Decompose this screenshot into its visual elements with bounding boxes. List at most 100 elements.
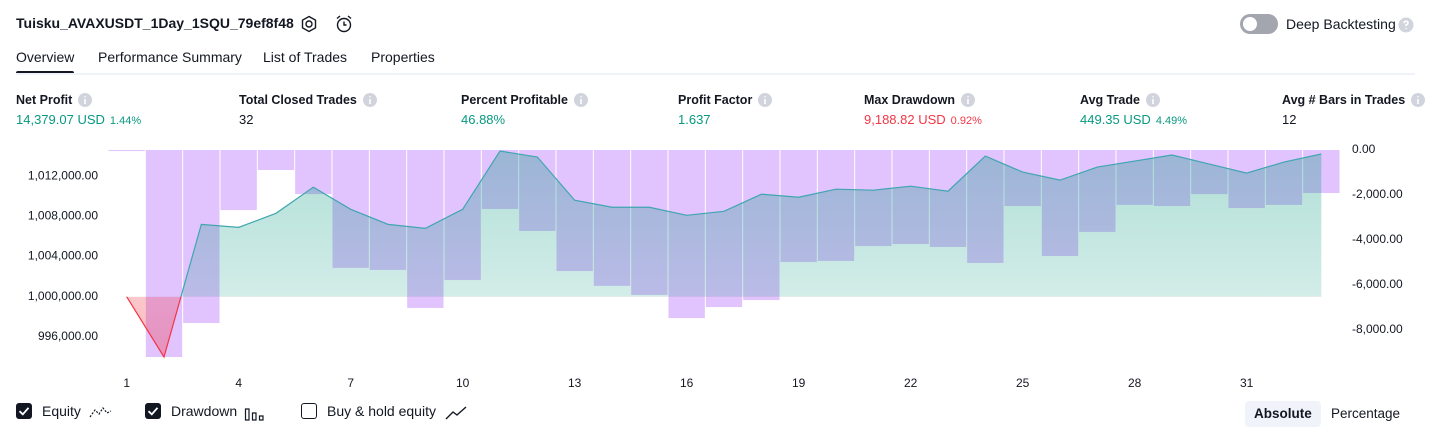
metric: Total Closed Trades 32 — [239, 93, 377, 127]
y2-tick-label: -4,000.00 — [1352, 232, 1403, 246]
metric-label: Profit Factor — [678, 93, 753, 107]
metric-value: 14,379.07 USD — [16, 112, 105, 127]
metric: Avg Trade 449.35 USD 4.49% — [1080, 93, 1187, 127]
strategy-title: Tuisku_AVAXUSDT_1Day_1SQU_79ef8f48 — [16, 15, 294, 31]
metric-value: 449.35 USD — [1080, 112, 1151, 127]
metric-label: Max Drawdown — [864, 93, 955, 107]
y-tick-label: 1,004,000.00 — [28, 249, 98, 263]
checkbox[interactable] — [16, 403, 32, 419]
equity-chart: 996,000.00 1,000,000.00 1,004,000.00 1,008,… — [28, 142, 1403, 390]
metric-percent: 0.92% — [950, 115, 982, 127]
info-icon[interactable] — [1145, 93, 1160, 107]
settings-icon[interactable] — [299, 14, 319, 34]
metric-label: Net Profit — [16, 93, 73, 107]
buy-hold-legend-icon — [445, 406, 467, 420]
y-tick-label: 1,008,000.00 — [28, 208, 98, 222]
equity-area — [180, 151, 1322, 297]
metric-value-row: 1.637 — [678, 112, 772, 127]
x-tick-label: 13 — [568, 376, 582, 390]
info-icon[interactable] — [961, 93, 975, 107]
alert-icon[interactable] — [333, 13, 355, 35]
scale-button[interactable]: Percentage — [1331, 406, 1401, 421]
drawdown-bar — [257, 150, 295, 171]
metric-value-row: 32 — [239, 112, 377, 127]
metric-value: 32 — [239, 112, 254, 127]
metric-value: 9,188.82 USD — [864, 112, 946, 127]
x-tick-label: 4 — [235, 376, 242, 390]
tab[interactable]: Overview — [16, 49, 75, 65]
tab[interactable]: List of Trades — [263, 49, 348, 65]
metric-value-row: 9,188.82 USD 0.92% — [864, 112, 982, 127]
legend-item[interactable]: Drawdown — [145, 403, 237, 419]
metric-label: Avg Trade — [1080, 93, 1140, 107]
x-tick-label: 16 — [680, 376, 694, 390]
help-icon[interactable] — [1398, 17, 1414, 33]
metric: Avg # Bars in Trades 12 — [1282, 93, 1426, 127]
x-tick-label: 22 — [904, 376, 918, 390]
x-tick-label: 7 — [347, 376, 354, 390]
legend-label: Drawdown — [171, 403, 238, 419]
metric: Max Drawdown 9,188.82 USD 0.92% — [864, 93, 982, 127]
x-tick-label: 10 — [456, 376, 470, 390]
tab[interactable]: Properties — [371, 49, 435, 65]
x-tick-label: 1 — [123, 376, 130, 390]
metric-label-row: Total Closed Trades — [239, 93, 377, 107]
x-tick-label: 28 — [1128, 376, 1142, 390]
metric-label-row: Avg Trade — [1080, 93, 1187, 107]
info-icon[interactable] — [1411, 93, 1426, 107]
drawdown-legend-icon — [244, 408, 264, 421]
metric-value-row: 14,379.07 USD 1.44% — [16, 112, 141, 127]
checkbox[interactable] — [301, 403, 317, 419]
metric: Net Profit 14,379.07 USD 1.44% — [16, 93, 141, 127]
deep-backtesting-label: Deep Backtesting — [1286, 16, 1396, 32]
x-tick-label: 25 — [1016, 376, 1030, 390]
metric-label-row: Net Profit — [16, 93, 141, 107]
metric-value: 1.637 — [678, 112, 711, 127]
metric-value: 46.88% — [461, 112, 506, 127]
metric-label-row: Max Drawdown — [864, 93, 982, 107]
drawdown-bar — [108, 150, 145, 151]
legend-item[interactable]: Equity — [16, 403, 81, 419]
scale-button[interactable]: Absolute — [1245, 401, 1321, 427]
metric-value-row: 12 — [1282, 112, 1425, 127]
tab-divider — [16, 73, 1415, 75]
metric-value-row: 449.35 USD 4.49% — [1080, 112, 1187, 127]
x-tick-label: 19 — [792, 376, 806, 390]
y2-tick-label: -2,000.00 — [1352, 187, 1403, 201]
legend-label: Buy & hold equity — [327, 403, 436, 419]
y2-tick-label: 0.00 — [1352, 142, 1376, 156]
tab[interactable]: Performance Summary — [98, 49, 242, 65]
legend-item[interactable]: Buy & hold equity — [301, 403, 436, 419]
equity-line — [126, 150, 1322, 297]
check-mark — [147, 407, 159, 416]
y-tick-label: 1,012,000.00 — [28, 168, 98, 182]
metric-label-row: Avg # Bars in Trades — [1282, 93, 1426, 107]
deep-backtesting-toggle[interactable] — [1240, 14, 1278, 34]
metric: Percent Profitable 46.88% — [461, 93, 588, 127]
metric-label: Total Closed Trades — [239, 93, 357, 107]
equity-legend-icon — [89, 406, 112, 418]
checkbox[interactable] — [145, 403, 161, 419]
info-icon[interactable] — [362, 93, 377, 107]
metric-percent: 4.49% — [1155, 115, 1188, 127]
metric-label: Percent Profitable — [461, 93, 568, 107]
y2-tick-label: -6,000.00 — [1352, 277, 1403, 291]
metric-label-row: Profit Factor — [678, 93, 773, 107]
x-tick-label: 31 — [1240, 376, 1254, 390]
y-tick-label: 996,000.00 — [38, 329, 98, 343]
metric-value: 12 — [1282, 112, 1297, 127]
info-icon[interactable] — [78, 93, 93, 107]
metric-label: Avg # Bars in Trades — [1282, 93, 1406, 107]
y-tick-label: 1,000,000.00 — [28, 289, 98, 303]
info-icon[interactable] — [758, 93, 773, 107]
metric-percent: 1.44% — [109, 115, 142, 127]
metric-label-row: Percent Profitable — [461, 93, 588, 107]
metric-value-row: 46.88% — [461, 112, 588, 127]
y2-tick-label: -8,000.00 — [1352, 322, 1403, 336]
check-mark — [18, 407, 30, 416]
legend-label: Equity — [42, 403, 81, 419]
drawdown-bar — [220, 150, 257, 211]
info-icon[interactable] — [573, 93, 588, 107]
metric: Profit Factor 1.637 — [678, 93, 773, 127]
